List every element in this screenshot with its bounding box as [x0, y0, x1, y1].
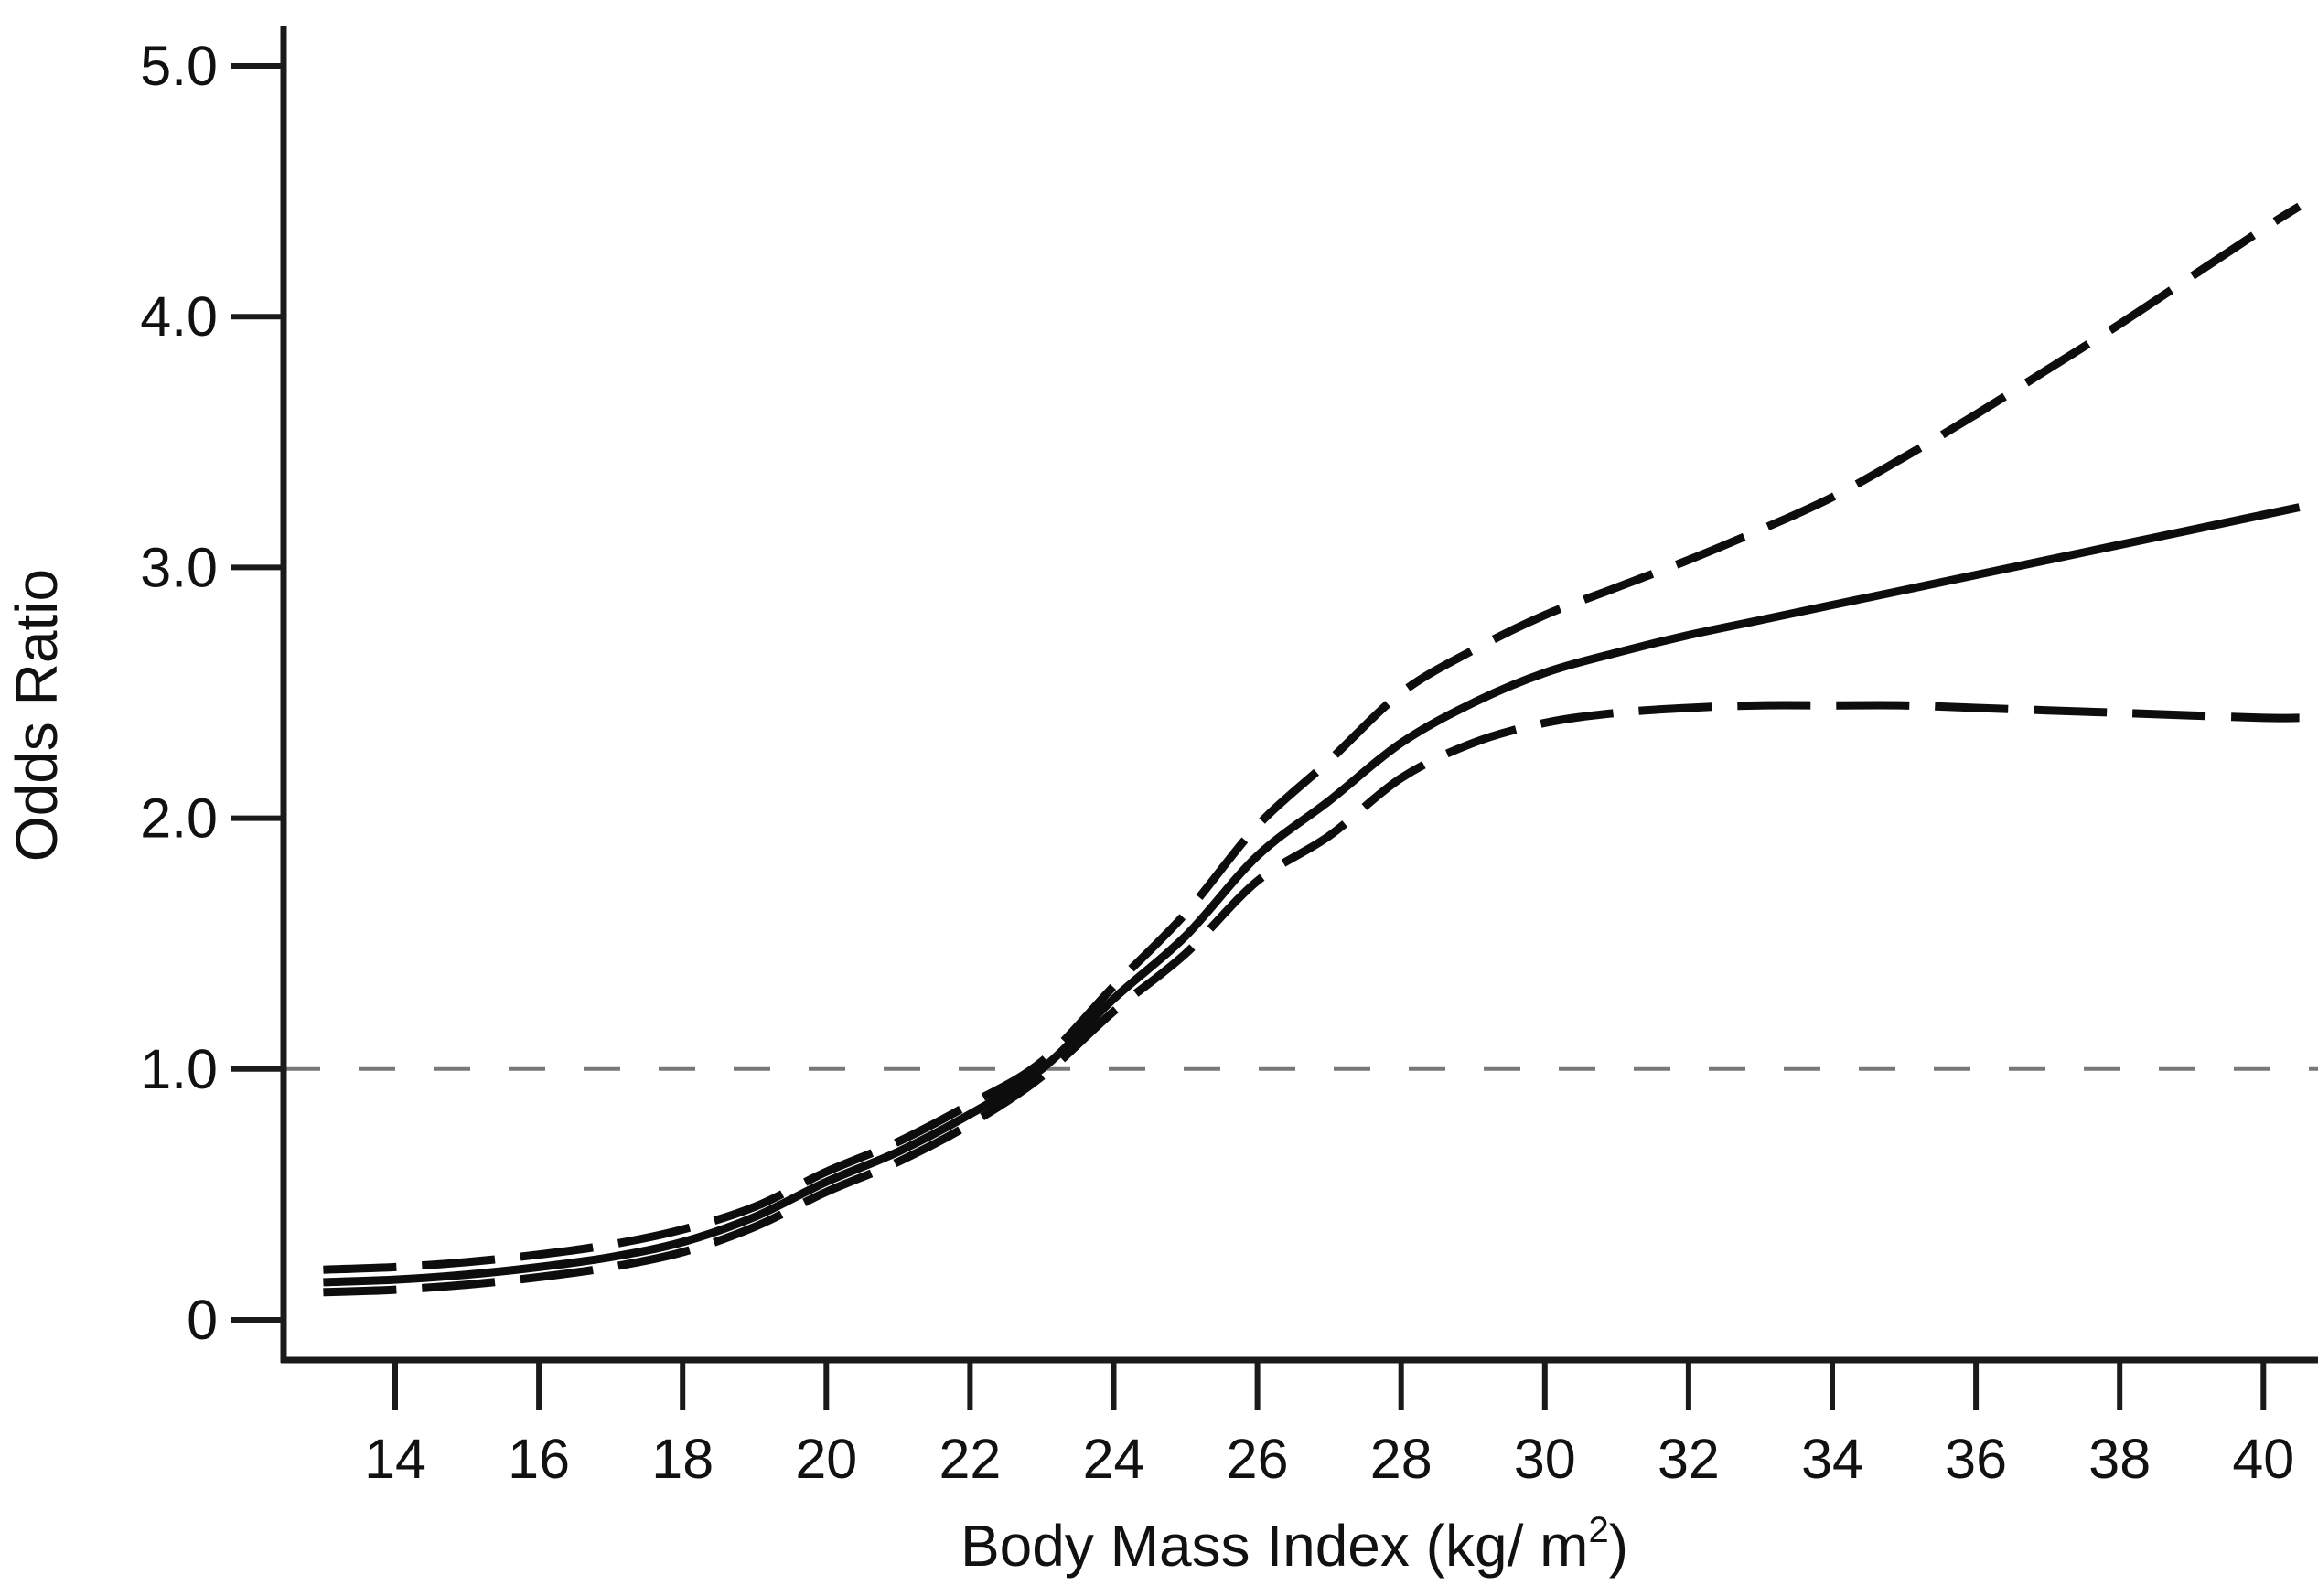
- y-tick-label: 0: [187, 1289, 218, 1351]
- x-tick-label: 32: [1658, 1428, 1720, 1490]
- y-tick-label: 5.0: [140, 35, 218, 97]
- x-tick-label: 22: [939, 1428, 1001, 1490]
- x-tick-label: 34: [1801, 1428, 1863, 1490]
- x-axis-title-superscript: 2: [1588, 1510, 1608, 1550]
- x-axis-title: Body Mass Index (kg/ m2): [960, 1510, 1628, 1579]
- x-tick-label: 36: [1945, 1428, 2007, 1490]
- y-axis-title: Odds Ratio: [4, 569, 70, 862]
- x-tick-label: 24: [1083, 1428, 1145, 1490]
- x-tick-label: 18: [651, 1428, 714, 1490]
- point-estimate-curve: [323, 503, 2301, 1287]
- y-tick-label: 1.0: [140, 1038, 218, 1100]
- upper-dashed-bound-curve: [323, 202, 2302, 1274]
- x-axis-title-close-paren: ): [1609, 1513, 1628, 1579]
- x-tick-label: 38: [2088, 1428, 2151, 1490]
- x-tick-label: 16: [508, 1428, 570, 1490]
- x-axis-title-text: Body Mass Index (kg/ m: [960, 1513, 1588, 1579]
- x-tick-label: 28: [1370, 1428, 1433, 1490]
- x-tick-label: 40: [2232, 1428, 2294, 1490]
- x-tick-label: 26: [1227, 1428, 1289, 1490]
- x-tick-label: 30: [1514, 1428, 1576, 1490]
- x-tick-label: 20: [795, 1428, 857, 1490]
- y-tick-label: 4.0: [140, 285, 218, 348]
- x-tick-label: 14: [364, 1428, 426, 1490]
- y-tick-label: 2.0: [140, 787, 218, 850]
- y-tick-label: 3.0: [140, 536, 218, 598]
- lower-dashed-bound-curve: [323, 701, 2300, 1297]
